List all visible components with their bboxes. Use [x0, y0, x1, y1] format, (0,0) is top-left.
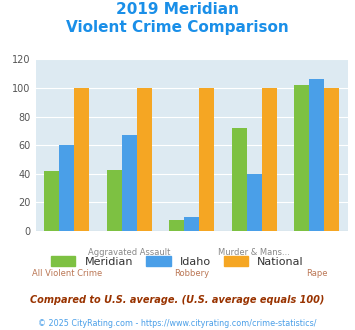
Bar: [294, 85, 309, 231]
Text: All Violent Crime: All Violent Crime: [32, 269, 102, 278]
Legend: Meridian, Idaho, National: Meridian, Idaho, National: [51, 256, 304, 267]
Bar: [184, 217, 199, 231]
Text: © 2025 CityRating.com - https://www.cityrating.com/crime-statistics/: © 2025 CityRating.com - https://www.city…: [38, 319, 317, 328]
Bar: [74, 88, 89, 231]
Bar: [122, 135, 137, 231]
Bar: [59, 145, 74, 231]
Bar: [247, 174, 262, 231]
Bar: [324, 88, 339, 231]
Bar: [262, 88, 277, 231]
Bar: [199, 88, 214, 231]
Bar: [309, 80, 324, 231]
Bar: [169, 219, 184, 231]
Text: Murder & Mans...: Murder & Mans...: [218, 248, 290, 257]
Bar: [44, 171, 59, 231]
Text: Rape: Rape: [306, 269, 327, 278]
Bar: [107, 170, 122, 231]
Text: Robbery: Robbery: [174, 269, 209, 278]
Text: Compared to U.S. average. (U.S. average equals 100): Compared to U.S. average. (U.S. average …: [30, 295, 325, 305]
Bar: [232, 128, 247, 231]
Bar: [137, 88, 152, 231]
Text: 2019 Meridian: 2019 Meridian: [116, 2, 239, 16]
Text: Aggravated Assault: Aggravated Assault: [88, 248, 170, 257]
Text: Violent Crime Comparison: Violent Crime Comparison: [66, 20, 289, 35]
